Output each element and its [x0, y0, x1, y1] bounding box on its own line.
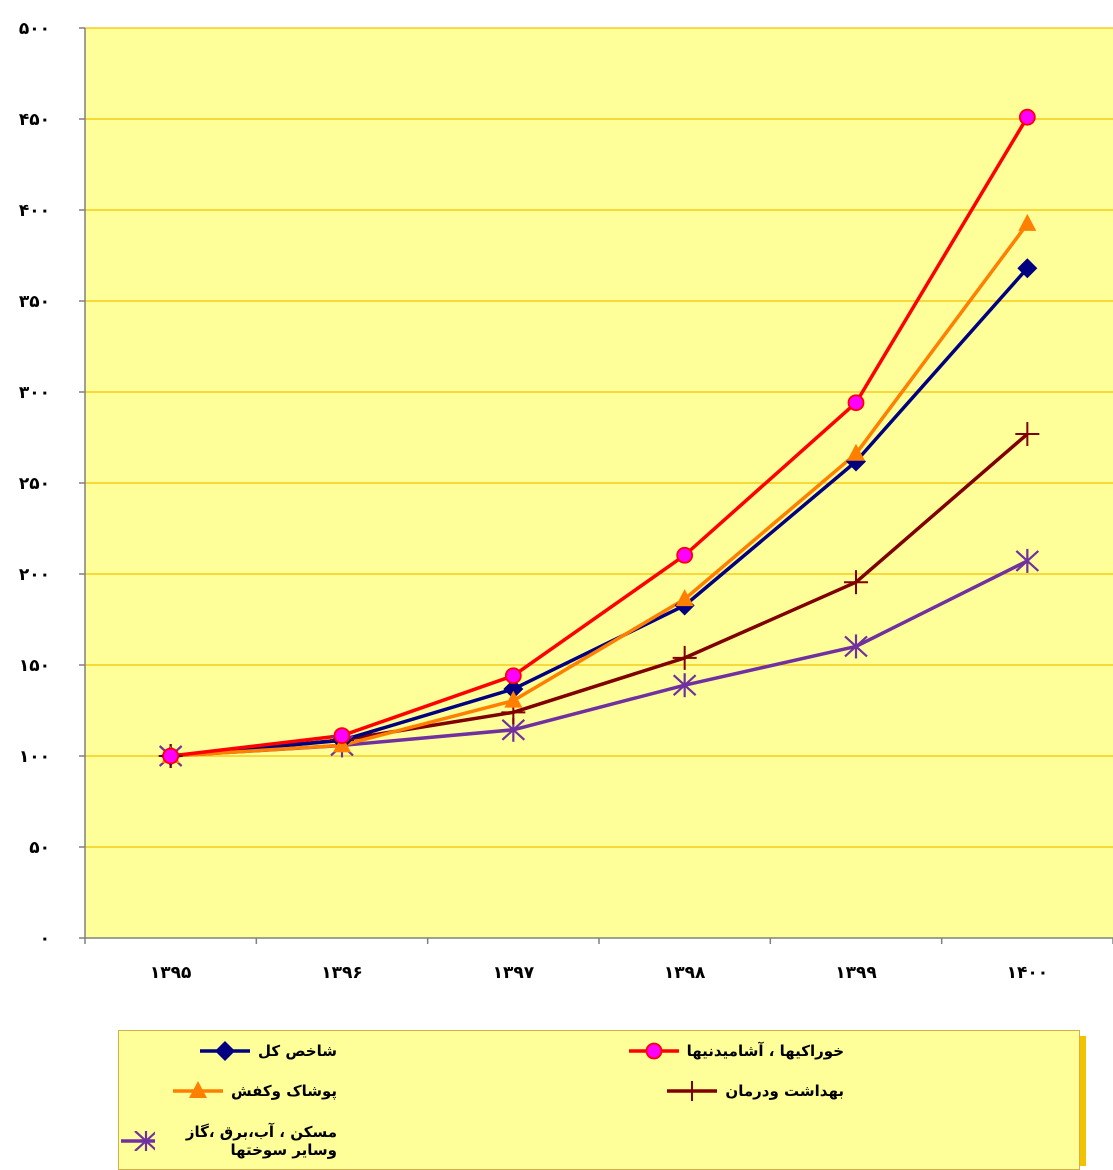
legend-swatch-marker-0: [215, 1041, 235, 1061]
legend-item-3: بهداشت ودرمان: [665, 1081, 844, 1101]
legend-item-1: خوراکیها ، آشامیدنیها: [627, 1041, 844, 1061]
series-1-point-3: [676, 546, 694, 564]
series-4-point-3: [672, 673, 697, 698]
y-tick-label-5: ۲۵۰: [19, 474, 50, 494]
legend: شاخص کل خوراکیها ، آشامیدنیها پوشاک وکفش به…: [118, 1030, 1080, 1170]
legend-item-2: پوشاک وکفش: [171, 1081, 337, 1101]
y-tick-label-2: ۱۰۰: [19, 747, 50, 767]
gridlines: [85, 27, 1113, 848]
legend-label-2: پوشاک وکفش: [230, 1082, 337, 1100]
series-line-0: [170, 267, 1029, 758]
y-tick-label-1: ۵۰: [29, 838, 50, 858]
y-tick-label-8: ۴۰۰: [19, 201, 50, 221]
y-tick-labels: ۰ ۵۰ ۱۰۰ ۱۵۰ ۲۰۰ ۲۵۰ ۳۰۰ ۳۵۰ ۴۰۰ ۴۵۰ ۵۰۰: [19, 19, 50, 949]
x-tick-label-4: ۱۳۹۹: [835, 963, 877, 983]
y-tick-label-6: ۳۰۰: [19, 383, 50, 403]
series-2-point-5: [1018, 213, 1037, 231]
series-1-point-1: [333, 727, 351, 745]
series-4-point-4: [844, 634, 868, 659]
series-markers: [158, 108, 1040, 768]
legend-label-3: بهداشت ودرمان: [725, 1082, 844, 1100]
y-tick-label-7: ۳۵۰: [19, 292, 50, 312]
series-1-point-2: [504, 667, 522, 685]
y-tick-label-4: ۲۰۰: [19, 565, 50, 585]
series-3-point-4: [844, 570, 868, 595]
legend-item-4: مسکن ، آب،برق ،گاز وسایر سوختها: [119, 1123, 337, 1159]
x-tick-label-5: ۱۴۰۰: [1007, 963, 1049, 983]
legend-swatch-marker-2: [188, 1081, 207, 1098]
series-0-point-5: [1017, 258, 1038, 279]
series-2-point-4: [847, 443, 865, 461]
series-line-1: [170, 116, 1029, 758]
series-2-point-2: [504, 690, 523, 708]
legend-label-1: خوراکیها ، آشامیدنیها: [686, 1042, 844, 1060]
series-3-point-3: [672, 645, 697, 670]
series-lines: [170, 116, 1029, 758]
series-line-2: [170, 222, 1029, 758]
legend-label-4: مسکن ، آب،برق ،گاز وسایر سوختها: [185, 1123, 337, 1159]
legend-swatch-3: [667, 1081, 718, 1101]
legend-label-0: شاخص کل: [258, 1042, 337, 1060]
x-tick-label-3: ۱۳۹۸: [664, 963, 706, 983]
legend-swatch-1: [628, 1042, 679, 1060]
x-tick-labels: ۱۳۹۵ ۱۳۹۶ ۱۳۹۷ ۱۳۹۸ ۱۳۹۹ ۱۴۰۰: [150, 963, 1048, 983]
y-tick-label-9: ۴۵۰: [19, 110, 50, 130]
axes: [79, 27, 1113, 944]
legend-swatch-marker-3: [680, 1081, 705, 1101]
legend-swatch-2: [172, 1081, 223, 1098]
legend-shadow: [1080, 1036, 1086, 1166]
series-1-point-0: [162, 747, 180, 765]
legend-swatch-0: [200, 1041, 250, 1061]
series-1-point-5: [1018, 108, 1036, 126]
x-tick-label-0: ۱۳۹۵: [150, 963, 192, 983]
legend-item-0: شاخص کل: [198, 1041, 337, 1061]
x-tick-label-1: ۱۳۹۶: [321, 963, 363, 983]
series-0-point-2: [503, 679, 524, 700]
series-1-point-4: [847, 394, 865, 412]
series-2-point-3: [675, 589, 694, 607]
y-tick-label-0: ۰: [40, 929, 50, 949]
legend-swatch-marker-1: [645, 1042, 662, 1060]
x-tick-label-2: ۱۳۹۷: [493, 963, 535, 983]
legend-swatch-marker-4: [134, 1131, 156, 1151]
series-4-point-5: [1015, 548, 1040, 573]
legend-swatch-4: [121, 1131, 156, 1151]
series-3-point-5: [1015, 422, 1040, 447]
y-tick-label-10: ۵۰۰: [19, 19, 50, 39]
y-tick-label-3: ۱۵۰: [19, 656, 50, 676]
